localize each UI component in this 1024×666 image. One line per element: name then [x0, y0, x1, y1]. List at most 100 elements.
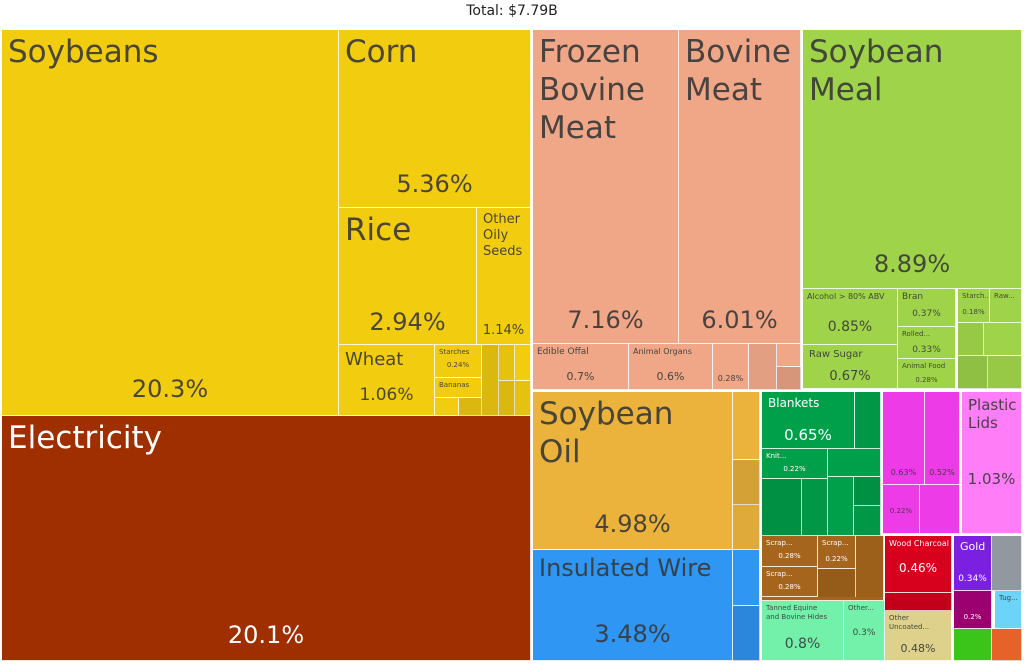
- tile-value: 0.6%: [656, 370, 685, 383]
- treemap-tile: Animal Food 0.28%: [898, 359, 956, 389]
- treemap-subtile: [762, 479, 802, 536]
- tile-label: Bananas: [439, 381, 470, 389]
- tile-label: Alcohol > 80% ABV: [807, 292, 885, 301]
- treemap-subtile: [988, 356, 1022, 389]
- treemap-tile: Alcohol > 80% ABV 0.85%: [803, 289, 898, 345]
- treemap-tile: Tug...: [995, 591, 1022, 629]
- tile-value: 0.37%: [912, 309, 941, 319]
- treemap-tile: Soybeans 20.3%: [2, 30, 339, 416]
- treemap-tile: Other Uncoated... 0.48%: [885, 611, 952, 661]
- tile-value: 8.89%: [873, 250, 951, 278]
- tile-label: Wood Charcoal: [889, 539, 949, 548]
- tile-value: 0.22%: [889, 507, 913, 515]
- tile-value: 0.22%: [783, 465, 806, 473]
- tile-value: 0.18%: [962, 308, 985, 316]
- tile-value: 0.28%: [778, 583, 801, 591]
- tile-label: Other Oily Seeds: [483, 212, 523, 259]
- treemap-tile: Soybean Oil 4.98%: [533, 392, 733, 550]
- treemap-tile: 0.52%: [925, 392, 960, 485]
- tile-label: Starches: [439, 348, 470, 356]
- tile-value: 0.7%: [566, 370, 595, 383]
- treemap-subtile: [459, 398, 482, 416]
- treemap-tile: Scrap... 0.28%: [762, 567, 818, 597]
- tile-label: Wheat: [345, 349, 404, 370]
- treemap-subtile: [733, 606, 760, 661]
- tile-value: 0.33%: [912, 345, 941, 355]
- treemap-subtile: [954, 629, 992, 661]
- treemap-subtile: [828, 477, 854, 536]
- tile-value: 7.16%: [567, 306, 644, 334]
- treemap-subtile: [992, 629, 1022, 661]
- treemap-subtile: [958, 356, 988, 389]
- tile-label: Raw Sugar: [809, 349, 863, 360]
- treemap-tile: Other... 0.3%: [844, 601, 885, 661]
- treemap-tile: 0.2%: [954, 591, 992, 629]
- treemap-tile: Knit... 0.22%: [762, 449, 828, 479]
- treemap-subtile: [920, 485, 960, 534]
- tile-value: 0.2%: [963, 613, 982, 621]
- treemap-tile: Scrap... 0.22%: [818, 536, 856, 569]
- tile-value: 1.14%: [482, 323, 525, 338]
- tile-label: Plastic Lids: [968, 396, 1017, 433]
- treemap-tile: Edible Offal 0.7%: [533, 344, 629, 390]
- tile-value: 6.01%: [701, 306, 778, 334]
- treemap-subtile: [828, 449, 881, 477]
- tile-value: 0.48%: [900, 642, 936, 655]
- treemap-tile: 0.22%: [883, 485, 920, 534]
- tile-label: Electricity: [8, 420, 162, 456]
- tile-label: Soybean Meal: [809, 34, 944, 108]
- treemap-tile: 0.63%: [883, 392, 925, 485]
- tile-label: Starch...: [962, 292, 990, 300]
- tile-value: 0.85%: [827, 319, 873, 335]
- treemap-tile: Tanned Equine and Bovine Hides 0.8%: [762, 601, 844, 661]
- tile-value: 0.65%: [784, 426, 832, 444]
- treemap-subtile: [958, 323, 984, 356]
- tile-label: Raw...: [994, 292, 1015, 300]
- treemap-subtile: [854, 477, 881, 506]
- tile-value: 0.67%: [829, 369, 871, 384]
- treemap-subtile: [749, 344, 777, 390]
- tile-label: Tug...: [999, 594, 1018, 602]
- treemap-tile: 0.28%: [713, 344, 749, 390]
- tile-label: Corn: [345, 34, 418, 70]
- tile-value: 0.63%: [890, 468, 917, 477]
- tile-value: 5.36%: [396, 170, 473, 198]
- tile-label: Blankets: [768, 396, 820, 410]
- treemap-tile: Scrap... 0.28%: [762, 536, 818, 567]
- tile-label: Scrap...: [766, 539, 793, 547]
- treemap-subtile: [499, 345, 515, 381]
- treemap-tile: Rice 2.94%: [339, 208, 477, 345]
- treemap-tile: Raw Sugar 0.67%: [803, 345, 898, 389]
- tile-label: Scrap...: [766, 570, 793, 578]
- tile-value: 20.1%: [227, 621, 305, 649]
- treemap-tile: Wood Charcoal 0.46%: [885, 536, 952, 593]
- tile-value: 20.3%: [131, 375, 209, 403]
- treemap-subtile: [733, 460, 760, 505]
- tile-label: Edible Offal: [537, 347, 589, 357]
- treemap-tile: Blankets 0.65%: [762, 392, 855, 449]
- tile-value: 1.06%: [359, 385, 414, 405]
- tile-value: 1.03%: [967, 470, 1016, 488]
- tile-value: 0.28%: [778, 552, 801, 560]
- treemap-subtile: [777, 367, 801, 390]
- treemap-tile: Rolled... 0.33%: [898, 327, 956, 359]
- treemap-subtile: [482, 345, 499, 416]
- tile-value: 0.28%: [915, 376, 938, 384]
- tile-label: Insulated Wire: [539, 554, 712, 582]
- tile-value: 0.8%: [784, 636, 821, 652]
- treemap-tile: Gold 0.34%: [954, 536, 992, 591]
- tile-label: Knit...: [766, 452, 787, 460]
- treemap-tile: Raw...: [990, 289, 1022, 323]
- tile-label: Other...: [848, 604, 874, 612]
- treemap-subtile: [733, 392, 760, 460]
- tile-label: Soybean Oil: [539, 396, 674, 470]
- tile-label: Soybeans: [8, 34, 159, 70]
- treemap-subtile: [435, 398, 459, 416]
- treemap-tile: Corn 5.36%: [339, 30, 531, 208]
- treemap-tile: Frozen Bovine Meat 7.16%: [533, 30, 679, 344]
- tile-value: 0.22%: [825, 555, 848, 563]
- treemap-subtile: [515, 345, 531, 381]
- treemap-tile: Bran 0.37%: [898, 289, 956, 327]
- tile-value: 2.94%: [369, 308, 446, 336]
- treemap-subtile: [802, 479, 828, 536]
